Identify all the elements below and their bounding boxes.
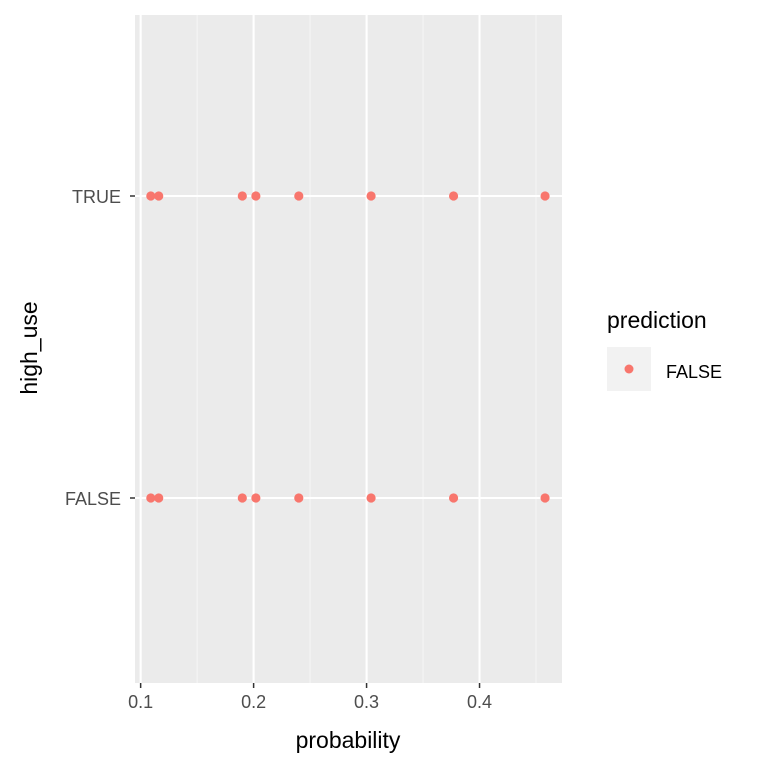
x-tick-label: 0.4 [467,692,492,712]
data-point [366,191,376,201]
x-tick-label: 0.2 [241,692,266,712]
x-axis-title: probability [296,727,401,753]
data-point [540,493,550,503]
data-point [146,493,156,503]
legend: prediction FALSE [607,307,722,391]
x-tick-label: 0.1 [128,692,153,712]
data-point [154,493,164,503]
y-tick-label: TRUE [72,187,121,207]
y-axis-title: high_use [16,301,42,394]
data-point [448,191,459,201]
data-point [154,191,164,201]
data-point [251,493,261,503]
data-point [237,493,247,503]
data-point [448,493,459,503]
legend-title: prediction [607,307,707,333]
data-point [366,493,376,503]
data-point [294,191,304,201]
y-tick-label: FALSE [65,489,121,509]
data-point [540,191,550,201]
data-point [294,493,304,503]
data-point [146,191,156,201]
grid-lines [135,15,562,683]
x-tick-label: 0.3 [354,692,379,712]
axes: 0.1 0.2 0.3 0.4 FALSE TRUE [65,187,492,712]
legend-label: FALSE [666,362,722,382]
legend-key-point [624,364,634,374]
data-point [237,191,247,201]
plot-panel [135,15,562,683]
data-points [146,191,550,503]
data-point [251,191,261,201]
